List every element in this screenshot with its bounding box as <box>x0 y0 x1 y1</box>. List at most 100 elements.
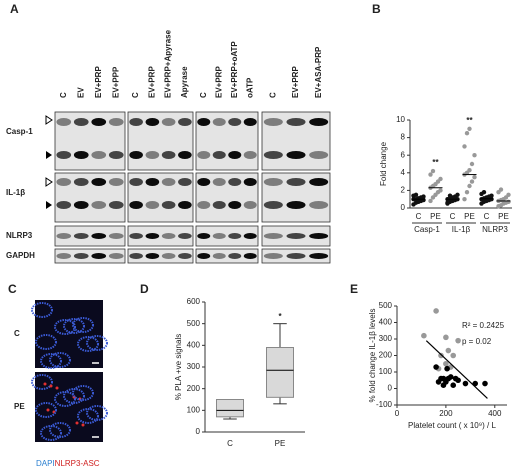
point <box>440 375 447 382</box>
blot-panel <box>54 172 126 223</box>
point <box>462 197 467 202</box>
point <box>455 377 461 384</box>
blot-band <box>161 118 176 126</box>
blot-band <box>212 178 226 186</box>
point <box>464 189 470 195</box>
point <box>430 168 436 174</box>
blot-band <box>178 151 192 159</box>
blot-band <box>108 178 124 186</box>
blot-band <box>145 118 160 126</box>
blot-band <box>309 201 329 209</box>
annotation: p = 0.02 <box>462 337 492 346</box>
lane-label: EV+PRP+oATP <box>230 41 239 98</box>
y-tick-label: 2 <box>401 186 406 195</box>
y-tick-label: 200 <box>379 351 393 360</box>
y-tick-label: 4 <box>401 168 406 177</box>
y-tick-label: 0 <box>401 203 406 212</box>
blot-band <box>145 253 160 259</box>
point <box>444 365 450 372</box>
blot-band <box>197 178 211 186</box>
blot-band <box>145 178 160 186</box>
x-tick-label: C <box>450 212 456 221</box>
y-tick-label: 100 <box>187 405 201 414</box>
x-tick-label: PE <box>430 212 441 221</box>
blot-band <box>145 151 160 159</box>
tissue <box>77 336 99 352</box>
y-tick-label: 300 <box>379 334 393 343</box>
point <box>450 352 457 359</box>
stain-label: DAPI <box>36 459 55 468</box>
tissue <box>54 319 76 335</box>
significance: ** <box>432 158 439 167</box>
blot-band <box>228 201 242 209</box>
tissue <box>31 302 53 318</box>
panel-letter: A <box>10 2 19 16</box>
blot-band <box>243 253 257 259</box>
y-tick-label: -100 <box>376 400 393 409</box>
group-label: IL-1β <box>452 225 471 234</box>
y-tick-label: 8 <box>401 133 406 142</box>
lane-label: EV+PRP+Apyrase <box>164 29 173 98</box>
point <box>506 199 511 205</box>
blot-band <box>108 201 124 209</box>
blot-band <box>178 178 192 186</box>
blot-band <box>228 233 242 239</box>
box <box>266 347 294 398</box>
micrograph-label: PE <box>14 402 25 411</box>
x-tick-label: C <box>416 212 422 221</box>
blot-panel <box>54 248 126 264</box>
blot-band <box>161 151 176 159</box>
y-tick-label: 400 <box>379 318 393 327</box>
blot-band <box>161 253 176 259</box>
y-tick-label: 500 <box>379 301 393 310</box>
point <box>469 161 475 167</box>
blot-band <box>73 233 89 239</box>
tissue <box>63 318 85 334</box>
panel-letter: C <box>8 282 17 296</box>
point <box>438 352 444 359</box>
point <box>462 144 467 149</box>
blot-band <box>212 151 226 159</box>
point <box>489 193 494 198</box>
point <box>435 379 442 385</box>
blot-band <box>286 178 306 186</box>
blot-band <box>73 201 89 209</box>
point <box>447 193 453 198</box>
blot-band <box>309 253 329 259</box>
tissue <box>49 352 71 368</box>
y-tick-label: 600 <box>187 297 201 306</box>
blot-panel <box>195 225 259 247</box>
blot-band <box>145 201 160 209</box>
point <box>443 334 449 341</box>
blot-band <box>243 178 257 186</box>
blot-band <box>108 253 124 259</box>
y-axis-label: Fold change <box>379 141 388 186</box>
lane-label: EV+PRP <box>94 66 103 98</box>
blot-band <box>212 253 226 259</box>
blot-band <box>212 201 226 209</box>
point <box>462 380 469 387</box>
point <box>481 189 487 195</box>
blot-band <box>161 201 176 209</box>
point <box>433 308 439 314</box>
y-axis-label: % PLA +ve signals <box>174 334 183 400</box>
point <box>469 179 475 184</box>
point <box>467 126 472 131</box>
blot-band <box>243 233 257 239</box>
panel-letter: E <box>350 282 358 296</box>
blot-band <box>286 253 306 259</box>
blot-band <box>197 253 211 259</box>
arrowhead-filled <box>46 201 52 209</box>
point <box>472 175 477 180</box>
stain-label: NLRP3-ASC <box>55 459 100 468</box>
point <box>418 196 424 201</box>
tissue <box>40 353 62 369</box>
blot-band <box>108 151 124 159</box>
lane-label: EV+PRP <box>291 66 300 98</box>
blot-band <box>228 253 242 259</box>
lane-label: EV+PRP <box>147 66 156 98</box>
blot-band <box>243 118 257 126</box>
blot-panel <box>54 225 126 247</box>
blot-band <box>108 233 124 239</box>
